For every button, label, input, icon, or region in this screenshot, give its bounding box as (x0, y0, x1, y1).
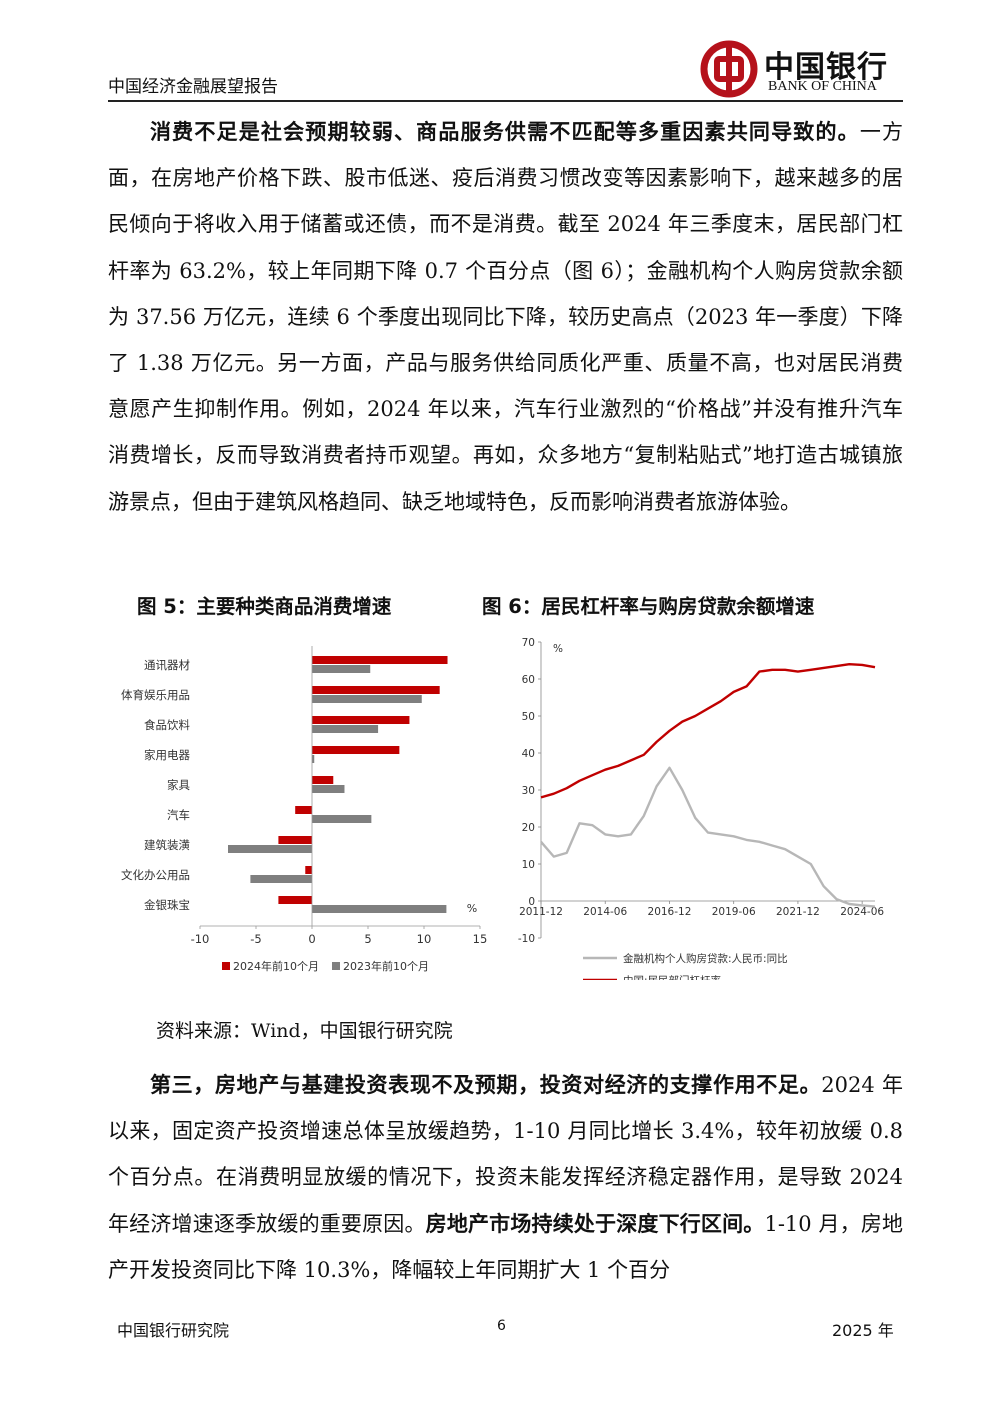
legend-label: 2024年前10个月 (233, 959, 319, 973)
legend-label: 中国:居民部门杠杆率 (623, 974, 721, 980)
bar (278, 896, 312, 904)
paragraph-consumption: 消费不足是社会预期较弱、商品服务供需不匹配等多重因素共同导致的。一方面，在房地产… (108, 109, 903, 525)
legend-label: 金融机构个人购房贷款:人民币:同比 (623, 952, 788, 965)
paragraph-consumption-bold: 消费不足是社会预期较弱、商品服务供需不匹配等多重因素共同导致的。 (150, 119, 860, 144)
x-tick-label: 0 (308, 932, 315, 946)
x-tick-label: 10 (417, 932, 432, 946)
report-title: 中国经济金融展望报告 (108, 77, 278, 97)
bar (312, 716, 410, 724)
x-tick-label: 2014-06 (583, 906, 627, 918)
legend-swatch (332, 962, 340, 970)
category-label: 通讯器材 (144, 658, 190, 672)
bar (312, 695, 422, 703)
bar (312, 755, 315, 763)
paragraph-investment-text1: 2024 年以来，固定资产投资增速总体呈放缓趋势，1-10 月同比增长 3.4%… (108, 1073, 904, 1236)
bar (312, 815, 372, 823)
figure5-title: 图 5：主要种类商品消费增速 (137, 595, 392, 618)
category-label: 家用电器 (144, 748, 190, 762)
paragraph-consumption-text: 一方面，在房地产价格下跌、股市低迷、疫后消费习惯改变等因素影响下，越来越多的居民… (108, 120, 904, 514)
x-tick-label: 2011-12 (519, 906, 563, 918)
bar (295, 806, 312, 814)
header-divider (108, 100, 903, 102)
paragraph-investment: 第三，房地产与基建投资表现不及预期，投资对经济的支撑作用不足。2024 年以来，… (108, 1062, 903, 1293)
bar (278, 836, 312, 844)
x-tick-label: 2024-06 (840, 906, 884, 918)
paragraph-investment-bold2: 房地产市场持续处于深度下行区间。 (425, 1210, 765, 1236)
x-tick-label: -5 (250, 932, 261, 946)
unit-label: % (553, 643, 563, 655)
y-tick-label: 30 (522, 785, 535, 797)
bar (312, 776, 334, 784)
unit-label: % (467, 902, 477, 915)
y-tick-label: 20 (522, 822, 535, 834)
series-line (540, 663, 876, 799)
x-tick-label: 2021-12 (776, 906, 820, 918)
x-tick-label: 2019-06 (712, 906, 756, 918)
bar (312, 725, 379, 733)
bar (250, 875, 312, 883)
legend-swatch (222, 962, 230, 970)
y-tick-label: -10 (518, 933, 535, 945)
category-label: 金银珠宝 (144, 898, 190, 912)
bar (228, 845, 312, 853)
y-tick-label: 0 (528, 896, 535, 908)
category-label: 汽车 (167, 808, 190, 822)
category-label: 家具 (167, 778, 190, 792)
footer-year: 2025 年 (832, 1321, 894, 1340)
x-tick-label: 5 (364, 932, 371, 946)
bank-of-china-emblem-icon (700, 40, 758, 98)
x-tick-label: -10 (191, 932, 210, 946)
bar (312, 665, 371, 673)
logo-english-name: BANK OF CHINA (768, 79, 877, 94)
bank-logo: 中国银行 BANK OF CHINA (700, 40, 900, 100)
category-label: 文化办公用品 (121, 868, 190, 882)
bar (312, 686, 440, 694)
paragraph-investment-bold1: 第三，房地产与基建投资表现不及预期，投资对经济的支撑作用不足。 (150, 1072, 822, 1097)
bar (312, 905, 447, 913)
bar (312, 785, 345, 793)
legend-label: 2023年前10个月 (343, 959, 429, 973)
bar (312, 746, 400, 754)
x-tick-label: 2016-12 (648, 906, 692, 918)
bar (312, 656, 448, 664)
series-line (540, 766, 876, 908)
figure6-title: 图 6：居民杠杆率与购房贷款余额增速 (482, 595, 815, 618)
y-tick-label: 40 (522, 748, 535, 760)
source-note: 资料来源：Wind，中国银行研究院 (156, 1020, 453, 1042)
category-label: 体育娱乐用品 (121, 688, 190, 702)
page-number: 6 (497, 1318, 506, 1334)
y-tick-label: 60 (522, 674, 535, 686)
category-label: 建筑装潢 (144, 838, 190, 852)
y-tick-label: 10 (522, 859, 535, 871)
footer-institute: 中国银行研究院 (117, 1321, 230, 1340)
x-tick-label: 15 (473, 932, 488, 946)
y-tick-label: 50 (522, 711, 535, 723)
category-label: 食品饮料 (144, 718, 190, 732)
logo-chinese-name: 中国银行 (764, 50, 888, 85)
paragraph-investment-text2: 1-10 月，房地产开发投资同比下降 10.3%，降幅较上年同期扩大 1 个百分 (108, 1211, 904, 1282)
figure6-line-chart: -10 0 10 20 30 40 50 60 70 % 2011-12 2014-06 2016-12… (518, 637, 884, 980)
y-tick-label: 70 (522, 637, 535, 649)
bar (305, 866, 312, 874)
